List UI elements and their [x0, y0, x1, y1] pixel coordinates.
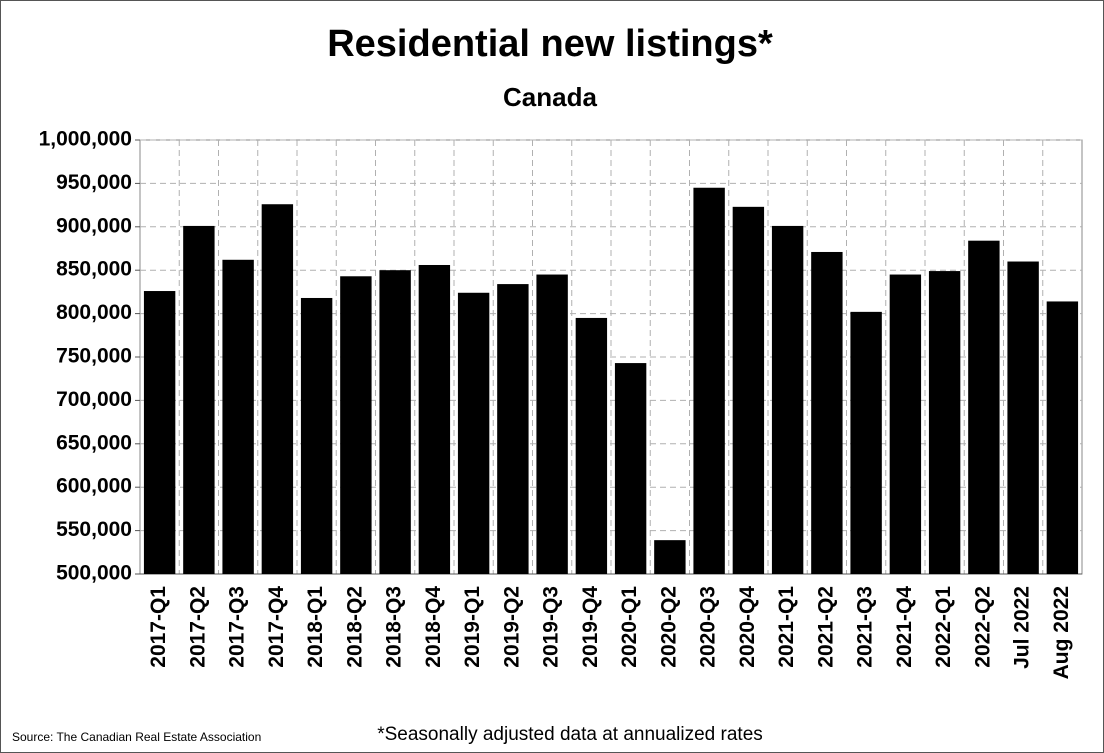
bar	[261, 204, 294, 574]
bar	[222, 259, 254, 574]
x-tick-label: 2018-Q4	[422, 586, 445, 668]
x-tick-label: 2017-Q1	[147, 586, 170, 668]
bar	[850, 311, 882, 574]
x-tick-label: 2019-Q4	[579, 586, 602, 668]
x-tick-label: 2020-Q4	[736, 586, 759, 668]
x-tick-label: Aug 2022	[1050, 586, 1073, 679]
bar	[928, 271, 961, 574]
y-tick-label: 1,000,000	[39, 128, 132, 151]
bar	[457, 292, 490, 574]
x-tick-label: 2020-Q3	[697, 586, 720, 668]
bar	[575, 317, 608, 574]
chart-subtitle: Canada	[503, 82, 597, 112]
y-tick-label: 550,000	[56, 518, 132, 541]
x-tick-label: 2019-Q2	[500, 586, 523, 668]
y-tick-label: 750,000	[56, 345, 132, 368]
x-tick-label: 2019-Q1	[461, 586, 484, 668]
bar	[536, 274, 568, 574]
x-tick-label: 2021-Q4	[893, 586, 916, 668]
bar	[614, 363, 647, 574]
y-tick-label: 700,000	[56, 388, 132, 411]
x-tick-label: 2018-Q1	[304, 586, 327, 668]
bar	[340, 276, 372, 574]
x-tick-label: 2018-Q2	[343, 586, 366, 668]
bar	[693, 187, 725, 575]
x-tick-label: 2021-Q1	[775, 586, 798, 668]
y-tick-label: 600,000	[56, 475, 132, 498]
bar	[811, 251, 843, 575]
y-tick-label: 650,000	[56, 431, 132, 454]
bar	[300, 297, 333, 574]
bar	[771, 225, 804, 574]
y-tick-label: 900,000	[56, 214, 132, 237]
x-tick-label: 2017-Q3	[226, 586, 249, 668]
x-tick-label: 2018-Q3	[383, 586, 406, 668]
footnote: *Seasonally adjusted data at annualized …	[377, 724, 763, 745]
source-note: Source: The Canadian Real Estate Associa…	[12, 730, 261, 744]
x-tick-label: 2017-Q4	[265, 586, 288, 668]
x-tick-label: 2021-Q2	[814, 586, 837, 668]
bar	[497, 284, 529, 574]
y-tick-label: 950,000	[56, 171, 132, 194]
x-tick-label: 2021-Q3	[854, 586, 877, 668]
bar	[1007, 261, 1039, 574]
x-tick-label: 2022-Q1	[932, 586, 955, 668]
x-tick-label: 2019-Q3	[540, 586, 563, 668]
y-tick-label: 800,000	[56, 301, 132, 324]
bar	[183, 225, 215, 574]
x-tick-label: 2022-Q2	[971, 586, 994, 668]
bar	[143, 291, 176, 574]
x-tick-label: Jul 2022	[1011, 586, 1034, 669]
bar	[968, 240, 1000, 575]
bar	[418, 264, 451, 574]
bar	[379, 270, 411, 574]
x-tick-label: 2020-Q2	[657, 586, 680, 668]
x-tick-label: 2020-Q1	[618, 586, 641, 668]
bar	[1046, 301, 1079, 574]
y-tick-label: 500,000	[56, 562, 132, 585]
bar	[889, 274, 922, 574]
x-tick-label: 2017-Q2	[186, 586, 209, 668]
bar	[654, 540, 686, 574]
bar	[732, 206, 765, 574]
chart-title: Residential new listings*	[327, 23, 773, 65]
y-tick-label: 850,000	[56, 258, 132, 281]
